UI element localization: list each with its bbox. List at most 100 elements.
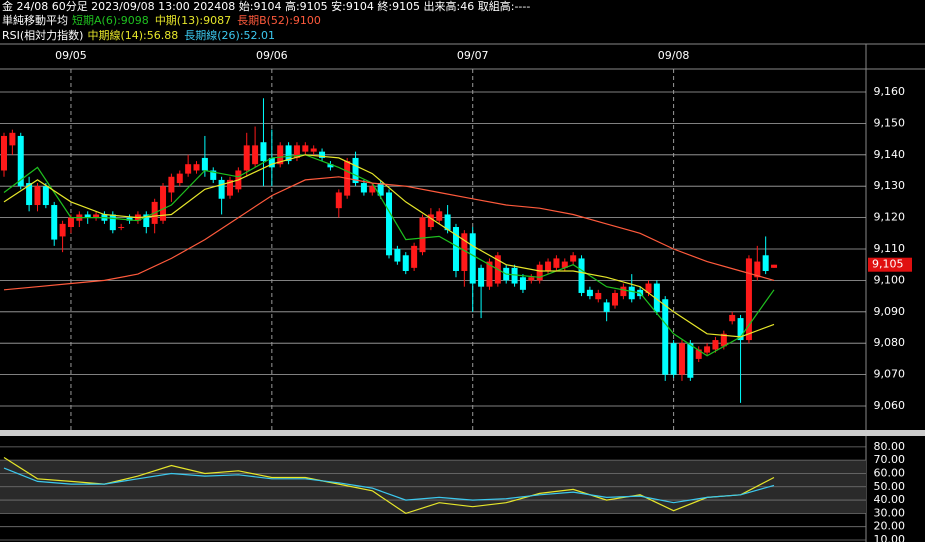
y-tick-label: 50.00 <box>874 480 906 493</box>
x-tick-label: 09/07 <box>457 49 489 62</box>
candle-body <box>352 157 359 184</box>
x-tick-label: 09/05 <box>55 49 87 62</box>
candle-body <box>553 258 560 268</box>
line-series <box>3 154 775 357</box>
candle-body <box>704 346 711 353</box>
candle-body <box>729 314 736 322</box>
y-tick-label: 60.00 <box>874 466 906 479</box>
candle-body <box>34 186 41 206</box>
candle-body <box>1 135 7 171</box>
rsi-legend-title: RSI(相対力指数) <box>2 28 83 42</box>
candle-body <box>628 286 635 300</box>
y-tick-label: 9,130 <box>874 179 906 192</box>
panel-separator <box>0 430 925 436</box>
legend-entry: 中期(13):9087 <box>155 14 231 27</box>
y-tick-label: 80.00 <box>874 440 906 453</box>
candle-body <box>377 183 384 196</box>
candle-body <box>201 157 208 171</box>
candle-body <box>126 217 133 221</box>
candle-body <box>268 157 275 168</box>
candle-body <box>595 292 602 300</box>
candle-body <box>695 349 702 359</box>
candle-body <box>386 192 393 256</box>
y-tick-label: 9,070 <box>874 368 906 381</box>
candle-body <box>193 164 200 171</box>
y-tick-label: 9,150 <box>874 116 906 129</box>
candle-body <box>59 223 66 237</box>
y-tick-label: 9,140 <box>874 148 906 161</box>
candle-body <box>67 217 74 228</box>
candle-body <box>712 340 719 350</box>
candle-body <box>452 227 459 271</box>
candle-body <box>243 145 250 171</box>
candle-body <box>678 343 685 375</box>
candle-body <box>93 214 100 218</box>
candle-body <box>252 145 259 165</box>
candle-body <box>687 343 694 378</box>
candle-body <box>360 183 367 193</box>
legend-entry: 中期線(14):56.88 <box>87 28 178 42</box>
candle-body <box>771 264 778 268</box>
legend-entry: 長期線(26):52.01 <box>184 28 275 42</box>
candle-body <box>51 205 58 240</box>
candle-body <box>754 261 761 278</box>
candle-body <box>570 255 577 262</box>
candle-body <box>762 255 769 271</box>
candle-body <box>26 183 33 206</box>
candle-body <box>310 148 317 152</box>
candle-body <box>402 255 409 271</box>
candle-body <box>42 186 49 206</box>
candle-body <box>185 164 192 174</box>
candle-body <box>620 286 627 297</box>
candle-body <box>670 343 677 375</box>
candle-body <box>17 135 24 187</box>
y-tick-label: 70.00 <box>874 453 906 466</box>
candle-body <box>277 145 284 165</box>
candle-body <box>411 245 418 268</box>
candle-body <box>260 142 267 162</box>
legend-entry: 短期A(6):9098 <box>72 13 149 27</box>
candle-body <box>319 151 326 158</box>
candle-body <box>210 170 217 180</box>
y-tick-label: 20.00 <box>874 520 906 533</box>
y-tick-label: 40.00 <box>874 493 906 506</box>
candle-body <box>737 318 744 341</box>
x-tick-label: 09/06 <box>256 49 288 62</box>
candle-body <box>478 267 485 287</box>
legend-entry: 長期B(52):9100 <box>237 14 321 27</box>
header-info: 金 24/08 60分足 2023/09/08 13:00 202408 始:9… <box>2 0 530 13</box>
y-tick-label: 9,090 <box>874 305 906 318</box>
candle-body <box>9 132 16 146</box>
candle-body <box>168 176 175 193</box>
candle-body <box>176 173 183 184</box>
y-tick-label: 9,120 <box>874 211 906 224</box>
candle-body <box>427 214 434 228</box>
candle-body <box>645 283 652 293</box>
candle-body <box>603 302 610 312</box>
candle-body <box>369 186 376 193</box>
y-tick-label: 30.00 <box>874 506 906 519</box>
candle-body <box>469 233 476 284</box>
candle-body <box>745 258 752 341</box>
candle-body <box>720 333 727 347</box>
candle-body <box>285 145 292 162</box>
candle-body <box>226 179 233 196</box>
y-tick-label: 9,080 <box>874 336 906 349</box>
candle-body <box>586 289 593 297</box>
candle-body <box>461 233 468 271</box>
candle-body <box>519 277 526 290</box>
y-tick-label: 9,160 <box>874 85 906 98</box>
candle-body <box>118 227 125 229</box>
candle-body <box>528 277 535 281</box>
candle-body <box>511 267 518 284</box>
candle-body <box>444 214 451 231</box>
line-series <box>3 154 775 338</box>
candle-body <box>160 186 167 221</box>
candle-body <box>293 145 300 158</box>
candle-body <box>545 261 552 271</box>
x-tick-label: 09/08 <box>658 49 690 62</box>
candle-body <box>143 214 150 228</box>
line-series <box>3 176 775 291</box>
